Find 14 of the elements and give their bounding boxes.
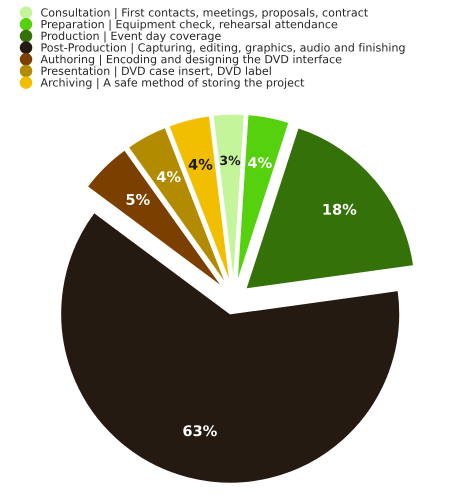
data-label: 18% <box>324 204 356 215</box>
data-label: 5% <box>126 194 150 205</box>
data-label: 4% <box>188 158 212 170</box>
legend-label: Production | Event day coverage <box>42 31 221 42</box>
legend-label: Preparation | Equipment check, rehearsal attendance <box>42 20 338 31</box>
legend-label: Presentation | DVD case insert, DVD label <box>42 66 271 78</box>
legend-label: Archiving | A safe method of storing the project <box>40 78 304 90</box>
data-label: 4% <box>248 157 272 168</box>
legend-label: Post-Production | Capturing, editing, graphics, audio and finishing <box>42 43 405 54</box>
legend-label: Authoring | Encoding and designing the DVD interface <box>40 54 342 66</box>
data-label: 4% <box>156 171 181 182</box>
data-label: 3% <box>220 156 240 166</box>
data-label: 63% <box>183 425 217 436</box>
legend-label: Consultation | First contacts, meetings, proposals, contract <box>41 8 368 20</box>
